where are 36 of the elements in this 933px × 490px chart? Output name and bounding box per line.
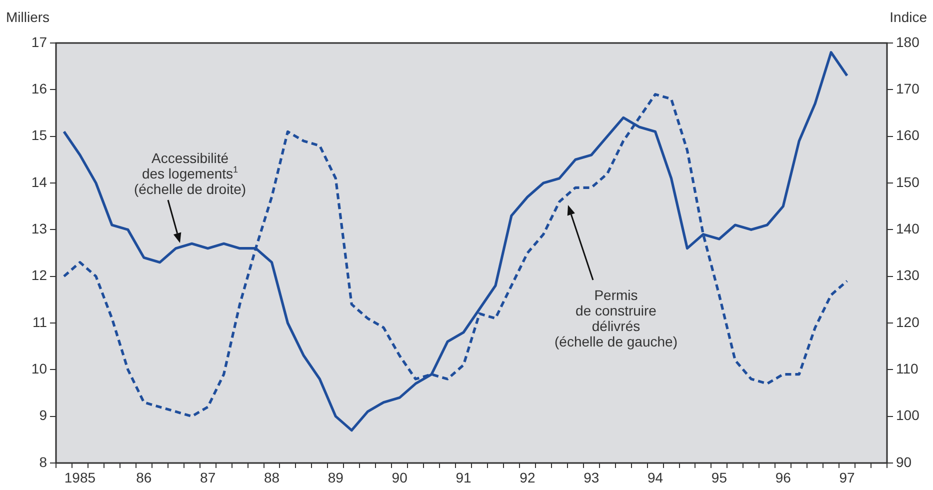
y2-tick-label: 120 — [896, 314, 920, 330]
x-tick-label: 89 — [328, 469, 344, 486]
y-tick-label: 15 — [31, 127, 48, 144]
y-tick-label: 14 — [31, 174, 48, 190]
x-tick-label: 93 — [584, 469, 600, 486]
x-tick-label: 86 — [136, 469, 152, 486]
annotation: Permis de construire délivrés (échelle de gauche) — [554, 287, 678, 350]
y-tick-label: 12 — [31, 267, 48, 284]
y-tick-label: 9 — [39, 407, 48, 424]
y2-tick-label: 140 — [896, 220, 920, 237]
y2-tick-label: 110 — [896, 360, 919, 377]
y-tick-label: 13 — [31, 220, 48, 237]
y2-tick-label: 180 — [896, 34, 920, 50]
x-tick-label: 1985 — [64, 469, 96, 486]
y2-tick-label: 150 — [896, 174, 920, 190]
y2-tick-label: 170 — [896, 80, 920, 97]
y2-tick-label: 90 — [896, 454, 912, 470]
x-tick-label: 92 — [520, 469, 536, 486]
y2-tick-label: 130 — [896, 267, 920, 284]
y-tick-label: 17 — [31, 34, 48, 50]
y-tick-label: 11 — [32, 314, 48, 330]
x-tick-label: 91 — [456, 469, 472, 486]
y-axis-title: Milliers — [6, 9, 50, 25]
x-tick-label: 97 — [839, 469, 856, 486]
y-tick-label: 10 — [31, 360, 48, 377]
y-tick-label: 16 — [31, 80, 48, 97]
y2-tick-label: 100 — [896, 407, 920, 424]
x-tick-label: 87 — [200, 469, 216, 486]
x-tick-label: 94 — [647, 469, 664, 486]
y2-tick-label: 160 — [896, 127, 920, 144]
x-tick-label: 90 — [392, 469, 408, 486]
y-tick-label: 8 — [39, 454, 48, 470]
x-tick-label: 96 — [775, 469, 792, 486]
x-tick-label: 95 — [711, 469, 728, 486]
y2-axis-title: Indice — [890, 9, 928, 25]
x-tick-label: 88 — [264, 469, 280, 486]
